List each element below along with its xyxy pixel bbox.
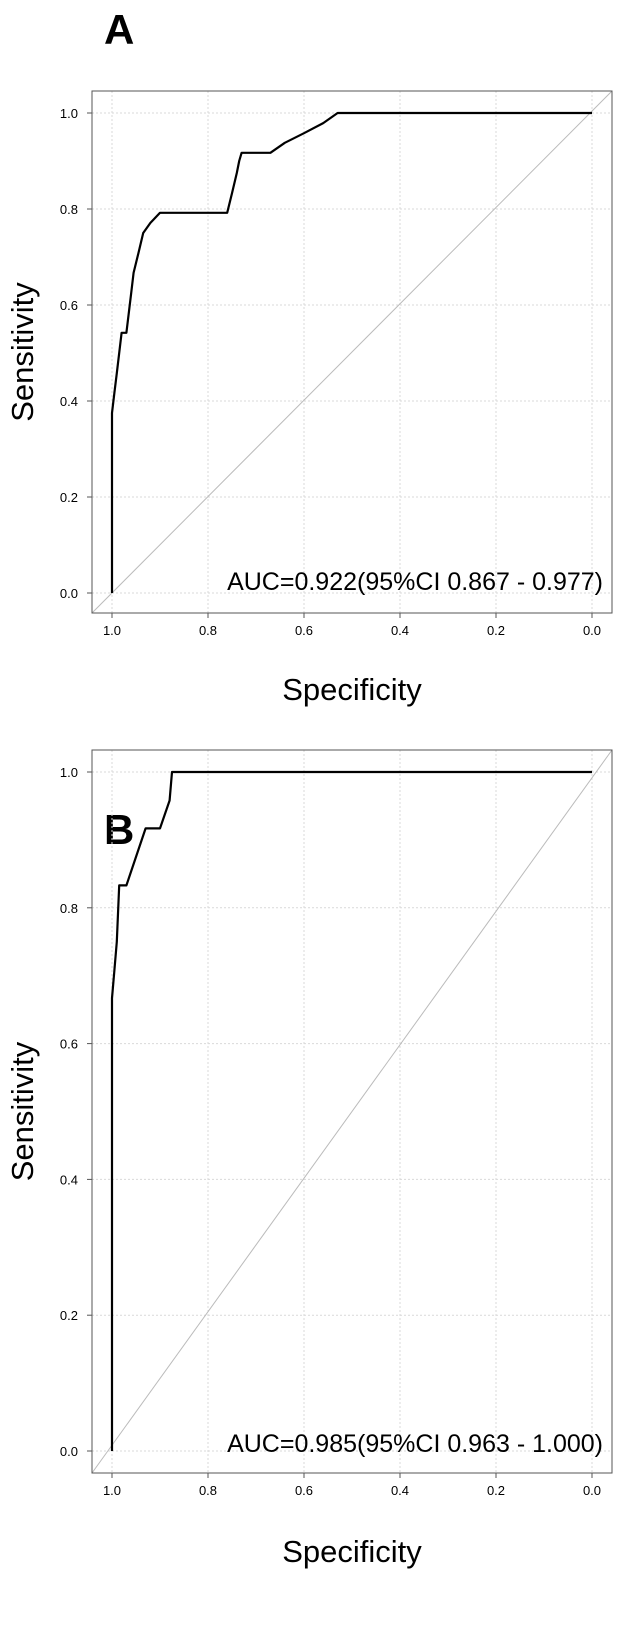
- x-axis-title: Specificity: [282, 672, 422, 707]
- panel-label: B: [104, 806, 135, 853]
- x-tick-label: 0.4: [391, 1483, 409, 1498]
- y-tick-label: 0.0: [60, 1444, 78, 1459]
- reference-line: [91, 90, 613, 614]
- y-tick-label: 0.6: [60, 1037, 78, 1052]
- x-tick-label: 0.2: [487, 623, 505, 638]
- auc-annotation: AUC=0.985(95%CI 0.963 - 1.000): [227, 1430, 603, 1458]
- panel-label: A: [104, 6, 135, 53]
- y-axis-title: Sensitivity: [5, 282, 40, 422]
- roc-panel-b: B 1.0 0.8 0.6 0.4 0.2 0.0 0.0 0.2 0.4 0.6 0.8 1.0 …: [0, 749, 643, 1629]
- x-tick-label: 0.8: [199, 623, 217, 638]
- y-tick-label: 0.2: [60, 1308, 78, 1323]
- reference-line: [91, 749, 613, 1474]
- auc-annotation: AUC=0.922(95%CI 0.867 - 0.977): [227, 568, 603, 596]
- y-tick-label: 0.4: [60, 394, 78, 409]
- y-tick-label: 0.4: [60, 1172, 78, 1187]
- y-tick-label: 0.8: [60, 901, 78, 916]
- plot-frame: [91, 749, 613, 1474]
- y-tick-label: 1.0: [60, 765, 78, 780]
- y-tick-label: 0.0: [60, 586, 78, 601]
- y-tick-label: 0.8: [60, 202, 78, 217]
- roc-chart-b: 1.0 0.8 0.6 0.4 0.2 0.0 0.0 0.2 0.4 0.6 0.8 1.0 Sp…: [5, 749, 613, 1569]
- y-tick-label: 0.2: [60, 490, 78, 505]
- plot-frame: [91, 90, 613, 614]
- roc-chart-a: 1.0 0.8 0.6 0.4 0.2 0.0 0.0 0.2 0.4 0.6 0.8 1.0 Sp…: [5, 90, 613, 707]
- x-tick-label: 1.0: [103, 623, 121, 638]
- roc-curve: [110, 111, 592, 593]
- y-tick-label: 0.6: [60, 298, 78, 313]
- x-tick-label: 0.2: [487, 1483, 505, 1498]
- roc-curve: [110, 770, 592, 1451]
- x-axis-title: Specificity: [282, 1534, 422, 1569]
- x-tick-label: 0.8: [199, 1483, 217, 1498]
- x-tick-label: 0.0: [583, 1483, 601, 1498]
- x-tick-label: 0.0: [583, 623, 601, 638]
- roc-panel-a: A 1.0 0.8 0.6 0.4 0.2 0.0 0.0 0.2 0.4 0.6 0.8 1.0 …: [0, 0, 643, 780]
- x-tick-label: 0.6: [295, 1483, 313, 1498]
- x-tick-label: 1.0: [103, 1483, 121, 1498]
- y-axis-title: Sensitivity: [5, 1041, 40, 1181]
- x-tick-label: 0.6: [295, 623, 313, 638]
- x-tick-label: 0.4: [391, 623, 409, 638]
- y-tick-label: 1.0: [60, 106, 78, 121]
